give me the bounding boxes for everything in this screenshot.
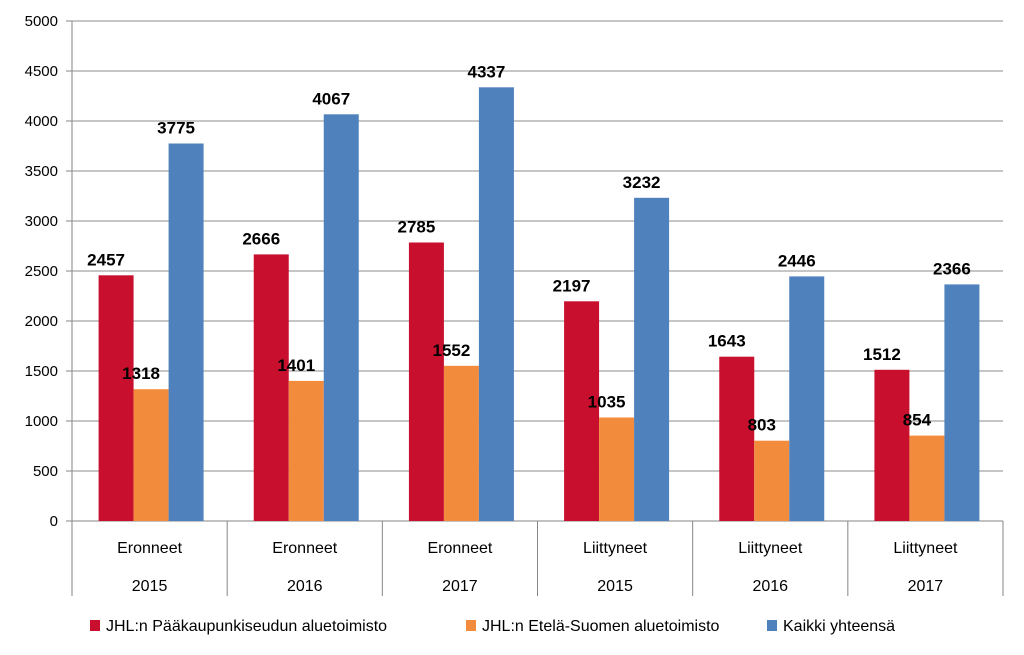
x-year-label: 2015: [132, 578, 168, 595]
data-label: 854: [903, 411, 932, 430]
data-labels: 2457 1318 3775 2666 1401 4067 2785 1552 4337 2197…: [87, 62, 971, 434]
bar: [719, 356, 755, 521]
y-tick-label: 2000: [25, 313, 58, 330]
legend-swatch: [767, 620, 777, 631]
bar: [133, 389, 169, 521]
bar: [323, 114, 359, 522]
legend-label: JHL:n Etelä-Suomen aluetoimisto: [482, 618, 720, 635]
x-year-label: 2016: [752, 578, 788, 595]
data-label: 3775: [157, 119, 195, 138]
data-label: 1552: [433, 341, 471, 360]
x-year-label: 2015: [597, 578, 633, 595]
x-category-label: Eronneet: [117, 540, 182, 557]
bar: [168, 143, 204, 521]
x-category-label: Eronneet: [427, 540, 492, 557]
data-label: 2666: [242, 229, 280, 248]
data-label: 2446: [778, 251, 816, 270]
data-label: 4067: [312, 89, 350, 108]
x-category-label: Liittyneet: [583, 540, 648, 557]
legend: JHL:n Pääkaupunkiseudun aluetoimisto JHL:…: [90, 618, 895, 635]
data-label: 2457: [87, 250, 125, 269]
bar: [944, 284, 980, 521]
bar: [478, 87, 514, 522]
x-category-label: Eronneet: [272, 540, 337, 557]
x-year-label: 2016: [287, 578, 323, 595]
data-label: 3232: [623, 173, 661, 192]
x-year-label: 2017: [442, 578, 478, 595]
y-tick-label: 3500: [25, 163, 58, 180]
y-axis-ticks: 0 500 1000 1500 2000 2500 3000 3500 4000 4500 5000: [25, 13, 72, 530]
data-label: 1035: [588, 393, 626, 412]
y-tick-label: 4000: [25, 113, 58, 130]
legend-label: JHL:n Pääkaupunkiseudun aluetoimisto: [106, 618, 387, 635]
legend-swatch: [466, 620, 476, 631]
data-label: 1512: [863, 345, 901, 364]
y-tick-label: 1000: [25, 413, 58, 430]
bar: [443, 365, 479, 521]
x-category-label: Liittyneet: [893, 540, 958, 557]
y-tick-label: 4500: [25, 63, 58, 80]
bar: [909, 435, 945, 521]
bar: [789, 276, 825, 521]
gridlines: [71, 20, 1003, 522]
data-label: 4337: [468, 62, 506, 81]
data-label: 1318: [122, 364, 160, 383]
y-tick-label: 3000: [25, 213, 58, 230]
y-tick-label: 5000: [25, 13, 58, 30]
x-category-label: Liittyneet: [738, 540, 803, 557]
bar: [288, 380, 324, 521]
legend-label: Kaikki yhteensä: [783, 618, 895, 635]
bar: [874, 369, 910, 521]
bar: [754, 440, 790, 521]
data-label: 2785: [398, 218, 436, 237]
bar: [408, 242, 444, 521]
bar: [253, 254, 289, 521]
y-tick-label: 0: [50, 513, 58, 530]
bar: [634, 197, 670, 522]
data-label: 1401: [277, 356, 315, 375]
legend-swatch: [90, 620, 100, 631]
bar: [98, 275, 134, 521]
data-label: 2366: [933, 259, 971, 278]
data-label: 803: [748, 416, 776, 435]
data-label: 2197: [553, 276, 591, 295]
data-label: 1643: [708, 332, 746, 351]
bar: [599, 417, 635, 521]
y-tick-label: 1500: [25, 363, 58, 380]
x-year-label: 2017: [908, 578, 944, 595]
y-tick-label: 2500: [25, 263, 58, 280]
y-tick-label: 500: [33, 463, 58, 480]
bar: [564, 301, 600, 521]
bars: [98, 87, 980, 522]
x-axis: Eronneet 2015 Eronneet 2016 Eronneet 2017 Liit…: [71, 521, 1004, 596]
